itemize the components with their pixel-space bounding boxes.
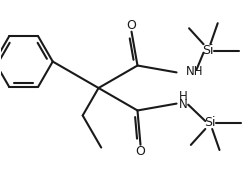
Text: O: O [136,144,145,158]
Text: O: O [126,19,136,32]
Text: Si: Si [202,44,213,57]
Text: NH: NH [186,65,204,78]
Text: H: H [179,90,188,103]
Text: N: N [179,98,188,111]
Text: Si: Si [204,116,215,129]
